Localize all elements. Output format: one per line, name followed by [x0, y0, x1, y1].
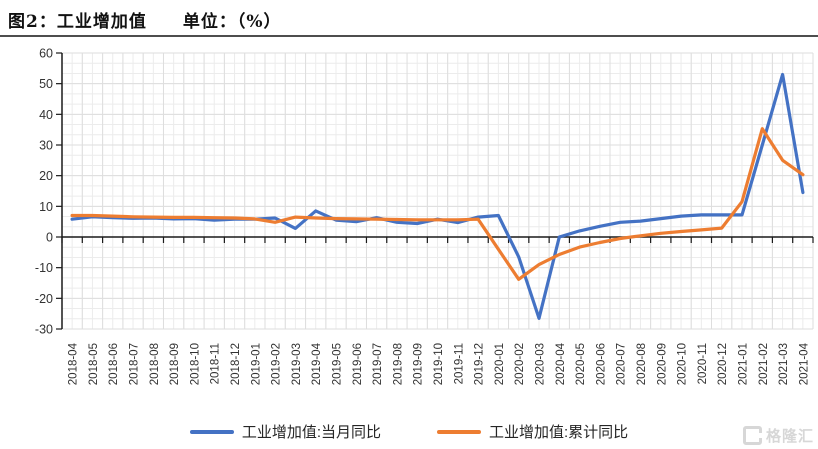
legend-item-monthly-yoy: 工业增加值:当月同比: [189, 421, 381, 442]
x-tick-label: 2018-11: [210, 343, 222, 384]
x-tick-label: 2020-12: [717, 343, 729, 385]
x-tick-label: 2018-10: [189, 343, 201, 385]
y-tick-label: 10: [39, 200, 53, 214]
x-tick-label: 2019-02: [271, 343, 283, 385]
y-tick-label: 60: [39, 47, 53, 61]
x-tick-label: 2020-06: [595, 343, 607, 385]
legend-marker-cumulative-yoy: [437, 429, 481, 434]
x-tick-label: 2019-01: [250, 343, 262, 385]
legend-label-cumulative-yoy: 工业增加值:累计同比: [489, 424, 629, 441]
x-tick-label: 2019-09: [413, 343, 425, 385]
x-tick-label: 2019-12: [474, 343, 486, 385]
y-tick-label: 0: [46, 231, 53, 245]
x-tick-label: 2019-03: [291, 343, 303, 385]
x-tick-label: 2019-04: [311, 342, 323, 385]
gelonghui-logo-icon: [742, 426, 762, 445]
x-tick-label: 2018-07: [129, 343, 141, 385]
x-tick-label: 2018-08: [149, 343, 161, 385]
x-tick-label: 2020-10: [677, 343, 689, 385]
x-tick-label: 2018-04: [68, 342, 80, 385]
x-tick-label: 2021-03: [778, 343, 790, 385]
legend-label-monthly-yoy: 工业增加值:当月同比: [241, 424, 381, 441]
x-tick-label: 2021-04: [798, 342, 810, 385]
x-tick-label: 2018-05: [88, 343, 100, 385]
x-tick-label: 2020-09: [656, 343, 668, 385]
x-tick-label: 2021-02: [758, 343, 770, 385]
x-tick-label: 2019-10: [433, 343, 445, 385]
x-tick-label: 2019-06: [352, 343, 364, 385]
legend-item-cumulative-yoy: 工业增加值:累计同比: [437, 421, 628, 442]
title-underline: [0, 35, 818, 37]
y-tick-label: -20: [35, 292, 53, 306]
x-tick-label: 2019-08: [392, 343, 404, 385]
y-tick-label: 40: [39, 108, 53, 122]
y-tick-label: 20: [39, 169, 53, 183]
x-tick-label: 2020-11: [697, 343, 709, 384]
legend-marker-monthly-yoy: [189, 429, 234, 434]
x-tick-label: 2020-04: [555, 342, 567, 385]
x-tick-label: 2018-06: [108, 343, 120, 385]
y-tick-label: -10: [35, 261, 53, 275]
x-tick-label: 2020-05: [575, 343, 587, 385]
series-line-cumulative-yoy: [70, 127, 805, 281]
x-tick-label: 2019-11: [453, 343, 465, 384]
x-tick-label: 2020-03: [534, 343, 546, 385]
x-tick-label: 2020-07: [616, 343, 628, 385]
x-tick-label: 2020-02: [514, 343, 526, 385]
chart-title: 图2：工业增加值 单位：（%）: [8, 12, 282, 32]
x-tick-label: 2018-09: [169, 343, 181, 385]
x-tick-label: 2019-07: [372, 343, 384, 385]
x-tick-label: 2019-05: [332, 343, 344, 385]
gelonghui-watermark: 格隆汇: [742, 425, 814, 446]
chart-legend: 工业增加值:当月同比 工业增加值:累计同比: [0, 421, 818, 442]
x-tick-label: 2021-01: [737, 343, 749, 385]
x-tick-label: 2020-01: [494, 343, 506, 385]
x-tick-label: 2020-08: [636, 343, 648, 385]
gelonghui-watermark-text: 格隆汇: [765, 428, 814, 445]
y-tick-label: 30: [39, 139, 53, 153]
y-tick-label: -30: [35, 323, 53, 337]
y-tick-label: 50: [39, 77, 53, 91]
x-tick-label: 2018-12: [230, 343, 242, 385]
